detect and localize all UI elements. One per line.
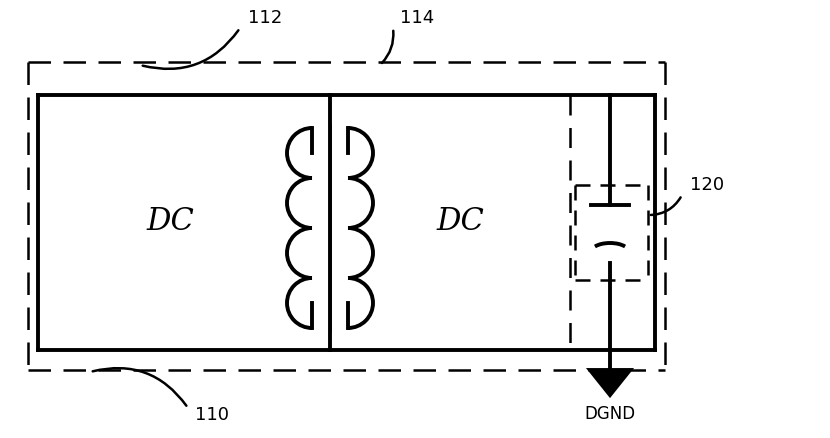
Text: 114: 114 (400, 9, 434, 27)
FancyArrowPatch shape (651, 198, 681, 215)
Text: DC: DC (146, 206, 194, 237)
Text: 112: 112 (248, 9, 282, 27)
FancyArrowPatch shape (382, 31, 393, 63)
FancyArrowPatch shape (143, 30, 238, 69)
Polygon shape (590, 370, 630, 395)
Text: 110: 110 (195, 406, 229, 424)
Text: 120: 120 (690, 176, 724, 194)
Text: DGND: DGND (584, 405, 636, 423)
Text: DC: DC (436, 206, 484, 237)
FancyArrowPatch shape (93, 368, 187, 406)
